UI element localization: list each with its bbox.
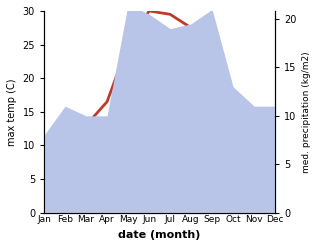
X-axis label: date (month): date (month)	[118, 230, 201, 240]
Y-axis label: max temp (C): max temp (C)	[7, 78, 17, 145]
Y-axis label: med. precipitation (kg/m2): med. precipitation (kg/m2)	[302, 51, 311, 173]
